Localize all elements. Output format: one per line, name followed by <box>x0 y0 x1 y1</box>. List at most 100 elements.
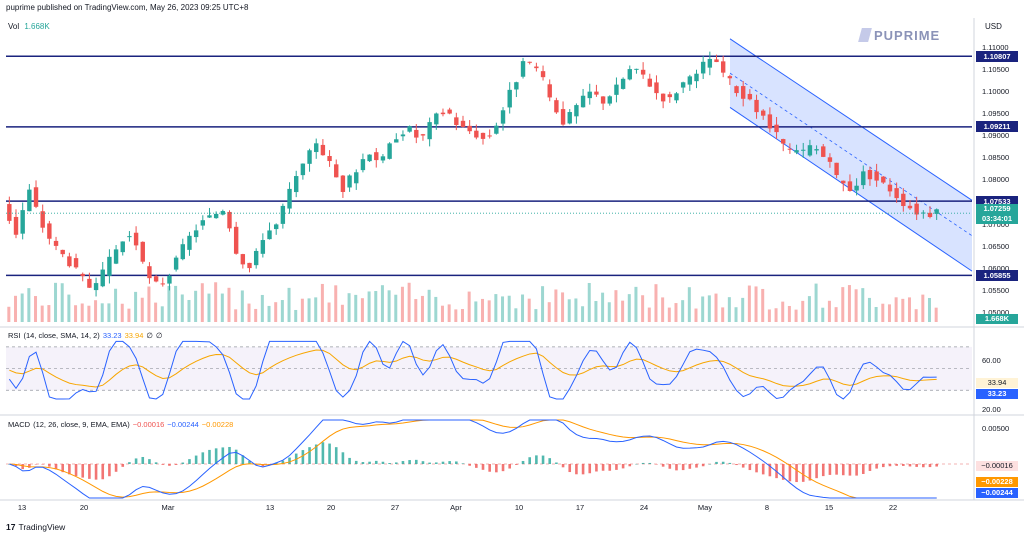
candle-body <box>774 124 779 133</box>
volume-bar <box>407 282 411 322</box>
candle-body <box>487 135 492 137</box>
volume-bar <box>761 288 765 322</box>
macd-histogram-bar <box>381 461 385 464</box>
macd-histogram-bar <box>555 462 558 464</box>
time-axis-label: 17 <box>575 503 585 512</box>
rsi-tag: 33.23 <box>976 389 1018 399</box>
volume-bar <box>314 297 318 322</box>
candle-body <box>360 159 366 171</box>
volume-bar <box>294 309 298 322</box>
level-price-tag: 1.09211 <box>976 121 1018 133</box>
candle-body <box>387 143 392 159</box>
volume-bar <box>581 306 585 322</box>
macd-histogram-bar <box>261 464 265 467</box>
macd-histogram-bar <box>134 458 138 464</box>
volume-bar <box>647 307 651 322</box>
volume-bar <box>801 300 805 322</box>
macd-histogram-bar <box>368 461 371 464</box>
volume-bar <box>634 286 638 322</box>
macd-histogram-bar <box>321 442 325 464</box>
macd-histogram-bar <box>848 464 852 476</box>
price-axis-label: 1.09000 <box>982 131 1010 141</box>
volume-bar <box>627 294 631 322</box>
candle-body <box>20 210 25 234</box>
macd-histogram-bar <box>461 463 465 464</box>
volume-bar <box>834 307 838 322</box>
candle-body <box>801 149 806 151</box>
volume-bar <box>454 309 458 322</box>
volume-bar <box>534 309 538 322</box>
candle-body <box>440 112 446 115</box>
candle-body <box>734 86 739 94</box>
macd-histogram-bar <box>575 464 578 475</box>
candle-body <box>827 157 833 162</box>
current-price-tag: 1.07259 <box>976 204 1018 214</box>
macd-histogram-bar <box>741 464 745 468</box>
volume-bar <box>861 288 865 322</box>
candle-body <box>454 117 459 126</box>
volume-bar <box>914 309 918 322</box>
volume-bar <box>7 306 11 322</box>
volume-bar <box>360 298 364 322</box>
macd-histogram-bar <box>755 464 758 473</box>
macd-hist-tag: −0.00016 <box>976 461 1018 471</box>
macd-histogram-bar <box>761 464 765 475</box>
volume-tag: 1.668K <box>976 314 1018 324</box>
volume-bar <box>747 285 751 322</box>
candle-body <box>187 235 192 250</box>
candle-body <box>127 236 132 238</box>
volume-bar <box>481 298 485 322</box>
candle-body <box>467 125 472 132</box>
volume-bar <box>734 307 738 322</box>
macd-histogram-bar <box>595 464 598 472</box>
candle-body <box>560 109 566 125</box>
candle-body <box>407 126 412 132</box>
volume-bar <box>701 296 705 322</box>
candle-body <box>781 139 786 144</box>
volume-bar <box>47 305 51 322</box>
candle-body <box>287 188 292 209</box>
channel-mid-line <box>729 72 973 237</box>
volume-bar <box>614 290 618 322</box>
candle-body <box>354 172 359 184</box>
candle-body <box>133 232 139 246</box>
candle-body <box>660 93 666 102</box>
volume-bar <box>601 292 605 322</box>
macd-histogram-bar <box>394 462 398 464</box>
macd-histogram-bar <box>641 462 645 464</box>
volume-bar <box>267 305 271 322</box>
candle-body <box>514 82 519 90</box>
volume-bar <box>274 302 278 322</box>
candle-body <box>540 71 546 78</box>
macd-histogram-bar <box>94 464 98 480</box>
volume-bar <box>787 305 791 322</box>
candle-body <box>687 76 693 85</box>
candle-body <box>33 187 39 207</box>
candle-body <box>167 275 172 284</box>
candle-body <box>93 283 99 291</box>
volume-bar <box>440 305 444 322</box>
volume-bar <box>194 290 198 322</box>
volume-bar <box>694 308 698 322</box>
volume-bar <box>887 304 891 322</box>
macd-histogram-bar <box>221 447 225 464</box>
volume-value: 1.668K <box>24 22 50 31</box>
volume-bar <box>881 303 885 322</box>
macd-histogram-bar <box>868 464 872 471</box>
volume-bar <box>507 295 511 322</box>
volume-bar <box>661 297 665 322</box>
candle-body <box>567 112 572 124</box>
time-axis-label: 20 <box>79 503 89 512</box>
candle-body <box>747 93 753 100</box>
macd-histogram-bar <box>194 455 198 464</box>
macd-histogram-bar <box>895 464 898 466</box>
candle-body <box>814 149 819 151</box>
time-axis-label: Apr <box>450 503 462 512</box>
volume-bar <box>901 298 905 322</box>
macd-histogram-bar <box>54 464 58 470</box>
macd-histogram-bar <box>248 460 251 464</box>
macd-histogram-bar <box>174 464 178 465</box>
time-axis-label: 24 <box>639 503 649 512</box>
candle-body <box>113 249 119 264</box>
